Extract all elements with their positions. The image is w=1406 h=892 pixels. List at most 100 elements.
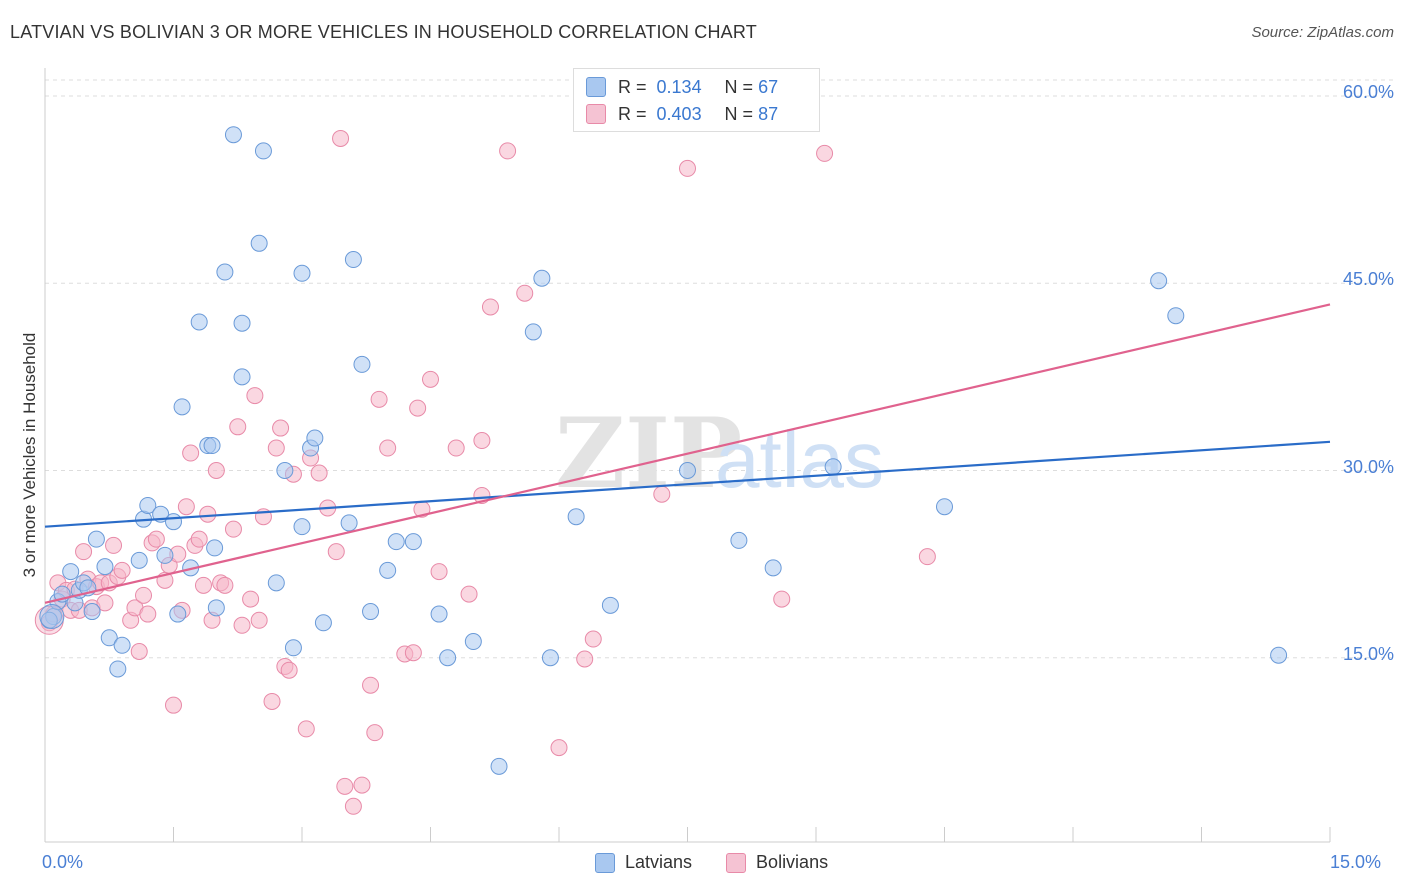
bolivian-point (96, 594, 114, 612)
bolivian-point (379, 439, 397, 457)
bolivian-point (336, 777, 354, 795)
bolivian-point (147, 530, 165, 548)
latvian-point (533, 269, 551, 287)
latvian-point (353, 355, 371, 373)
bolivian-point (576, 650, 594, 668)
bolivian-point (130, 643, 148, 661)
latvian-point (293, 518, 311, 536)
latvian-point (1270, 646, 1288, 664)
legend-n-value: 87 (758, 103, 779, 124)
latvian-point (203, 437, 221, 455)
latvian-point (169, 605, 187, 623)
bolivian-point (113, 561, 131, 579)
latvian-point (100, 629, 118, 647)
bolivian-point (229, 418, 247, 436)
legend-r-value: 0.403 (656, 103, 702, 124)
latvian-point (464, 633, 482, 651)
latvian-point (340, 514, 358, 532)
latvian-point (314, 614, 332, 632)
legend-item-latvians[interactable]: Latvians (595, 852, 692, 873)
latvian-point (730, 531, 748, 549)
bolivian-point (584, 630, 602, 648)
legend-r-label: R = (618, 76, 647, 97)
bolivian-point (344, 797, 362, 815)
legend-n-label: N = (724, 76, 754, 97)
bolivian-point (280, 661, 298, 679)
latvian-point (206, 539, 224, 557)
latvian-point (109, 660, 127, 678)
bolivian-point (366, 724, 384, 742)
bolivian-point (165, 696, 182, 714)
latvian-point (233, 368, 251, 386)
series-legend: Latvians Bolivians (595, 852, 862, 873)
bolivian-point (250, 611, 268, 629)
y-tick-label: 15.0% (1342, 643, 1394, 664)
bolivian-point (327, 543, 345, 561)
legend-label-bolivians: Bolivians (756, 852, 829, 872)
latvian-point (567, 508, 585, 526)
latvian-point (439, 649, 457, 667)
latvian-point (490, 757, 508, 775)
latvian-cluster-point (39, 604, 65, 630)
latvian-point (254, 142, 272, 160)
bolivian-point (404, 644, 422, 662)
bolivian-point (430, 563, 448, 581)
bolivian-point (332, 129, 350, 147)
bolivian-point (216, 576, 234, 594)
bolivian-point (773, 590, 791, 608)
latvian-point (190, 313, 208, 331)
latvian-point (387, 533, 405, 551)
latvian-point (130, 551, 148, 569)
latvian-point (165, 513, 182, 531)
bolivian-point (139, 605, 157, 623)
bolivian-point (653, 485, 671, 503)
bolivian-point (370, 390, 388, 408)
legend-n-label: N = (724, 103, 754, 124)
legend-r-label: R = (618, 103, 647, 124)
latvian-point (764, 559, 782, 577)
trend-lines (44, 303, 1331, 604)
latvian-point (379, 561, 397, 579)
latvian-point (362, 603, 380, 621)
legend-r-value: 0.134 (656, 76, 702, 97)
bolivian-point (135, 586, 153, 604)
watermark-atlas: atlas (715, 415, 884, 504)
y-tick-label: 45.0% (1342, 269, 1394, 290)
latvian-swatch (586, 77, 606, 97)
bolivian-point (105, 536, 123, 554)
bolivian-point (918, 548, 936, 566)
x-tick-label-max: 15.0% (1330, 852, 1382, 872)
bolivian-point (246, 387, 264, 405)
bolivian-point (460, 585, 478, 603)
latvian-point (541, 649, 559, 667)
bolivian-point (199, 505, 217, 523)
legend-n-value: 67 (758, 76, 779, 97)
legend-item-bolivians[interactable]: Bolivians (726, 852, 828, 873)
latvian-point (1150, 272, 1168, 290)
latvian-point (113, 636, 131, 654)
bolivian-point (233, 616, 251, 634)
bolivian-point (516, 284, 534, 302)
bolivian-point (263, 692, 281, 710)
bolivian-point (422, 370, 439, 388)
bolivian-point (194, 576, 212, 594)
y-axis-label: 3 or more Vehicles in Household (20, 332, 39, 578)
bolivian-point (353, 776, 371, 794)
bolivian-point (816, 144, 834, 162)
legend-row-bolivians: R = 0.403 N = 87 (586, 102, 778, 126)
latvian-point (156, 546, 174, 564)
grid-lines (45, 79, 1395, 659)
watermark: ZIP atlas (555, 397, 884, 510)
bolivian-points (34, 129, 936, 815)
bolivian-point (447, 439, 465, 457)
latvian-point (1167, 307, 1185, 325)
latvian-point (824, 458, 842, 476)
bolivian-point (177, 498, 195, 516)
bolivian-point (272, 419, 290, 437)
latvian-point (936, 498, 953, 516)
bolivian-point (499, 142, 517, 160)
bolivian-point (190, 530, 208, 548)
bolivian-swatch (726, 852, 747, 873)
source-label: Source: ZipAtlas.com (1251, 24, 1394, 41)
bolivian-swatch (586, 104, 606, 124)
